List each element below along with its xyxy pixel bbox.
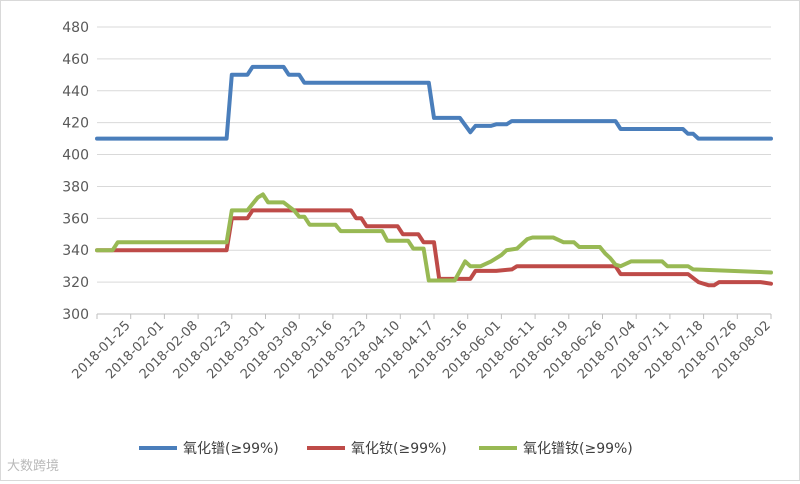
y-axis-tick-labels: 300 320 340 360 380 400 420 440 460 480 — [62, 20, 89, 323]
legend-label: 氧化镨(≥99%) — [183, 441, 279, 457]
y-tick-label: 340 — [62, 243, 89, 259]
series-line-3 — [95, 192, 773, 283]
y-tick-label: 420 — [62, 116, 89, 132]
legend-label: 氧化镨钕(≥99%) — [523, 441, 633, 457]
y-tick-label: 360 — [62, 211, 89, 227]
x-axis: 2018-01-252018-02-012018-02-082018-02-23… — [69, 314, 774, 382]
grid-lines — [97, 26, 771, 315]
legend: 氧化镨(≥99%) 氧化钕(≥99%) 氧化镨钕(≥99%) — [139, 441, 633, 457]
y-tick-label: 480 — [62, 20, 89, 36]
series-line-1 — [95, 64, 773, 141]
y-tick-label: 440 — [62, 84, 89, 100]
y-tick-label: 300 — [62, 307, 89, 323]
watermark-text: 大数跨境 — [7, 459, 60, 474]
series-line-2 — [95, 208, 773, 288]
y-tick-label: 460 — [62, 52, 89, 68]
legend-label: 氧化钕(≥99%) — [351, 441, 447, 457]
y-tick-label: 320 — [62, 275, 89, 291]
y-tick-label: 400 — [62, 148, 89, 164]
y-tick-label: 380 — [62, 179, 89, 195]
series-lines — [95, 64, 773, 288]
